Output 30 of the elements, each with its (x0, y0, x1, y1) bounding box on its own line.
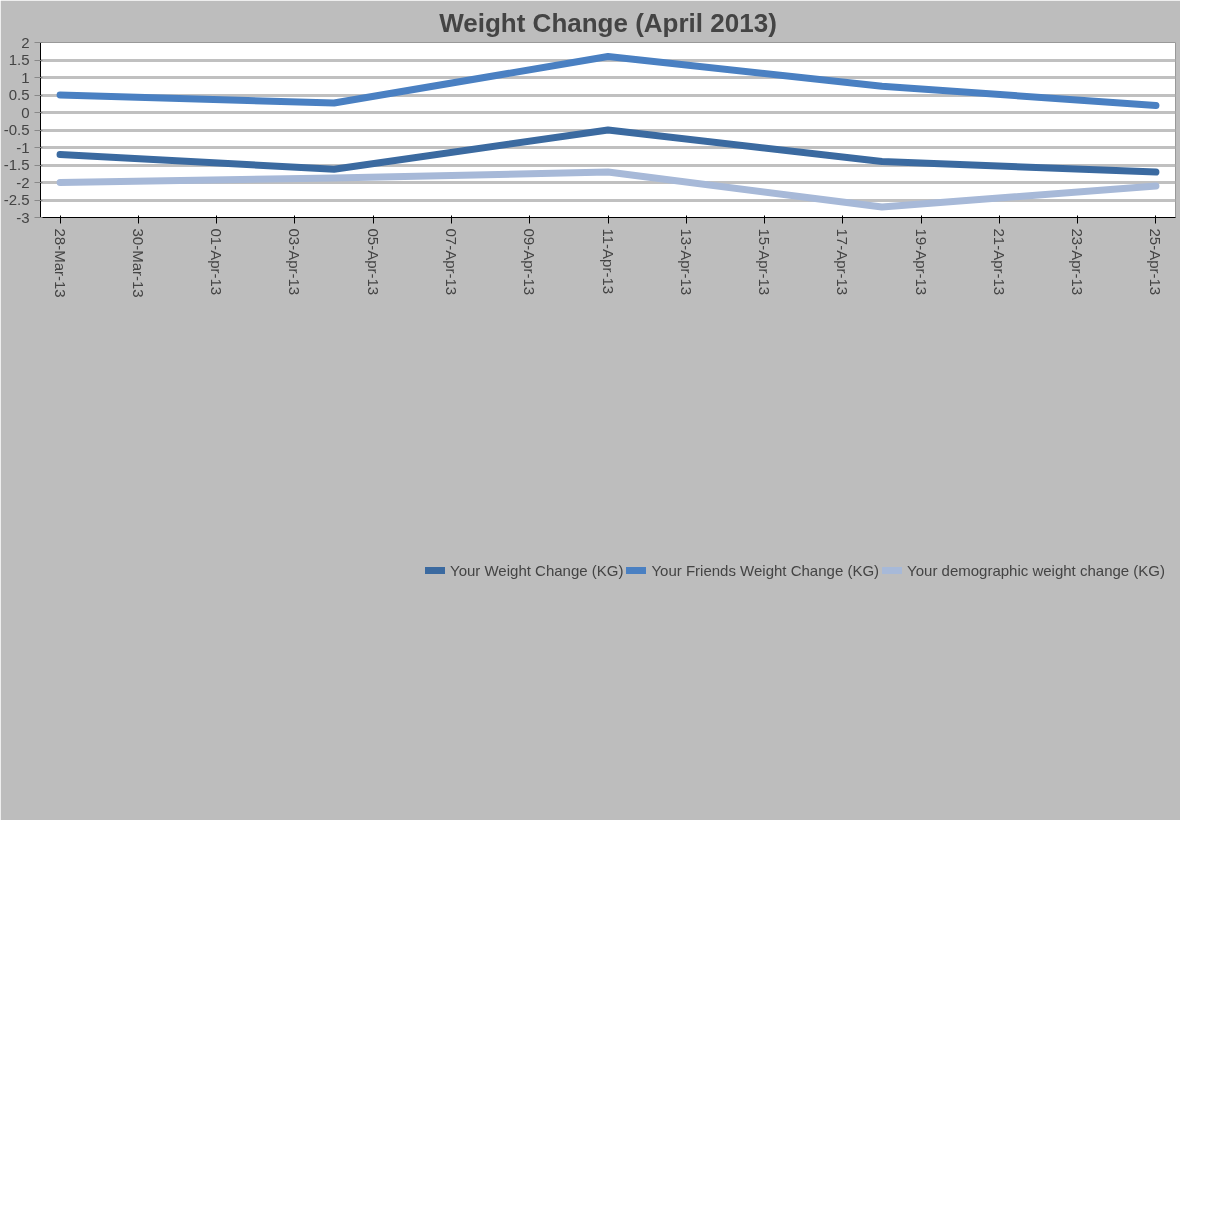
legend-label: Your Weight Change (KG) (450, 561, 624, 579)
y-tick-label: 1.5 (8, 51, 30, 68)
x-tick-label: 23-Apr-13 (1069, 228, 1087, 296)
y-tick-label: -2 (16, 173, 30, 191)
y-tick-label: -2.5 (3, 191, 30, 208)
x-tick-label: 25-Apr-13 (1147, 228, 1165, 296)
x-tick-label: 21-Apr-13 (990, 228, 1008, 296)
y-tick-label: 1 (21, 68, 30, 86)
x-tick-label: 11-Apr-13 (599, 228, 617, 295)
x-tick-label: 28-Mar-13 (51, 228, 69, 298)
y-tick-label: -1 (16, 138, 30, 156)
x-tick-label: 07-Apr-13 (442, 228, 460, 296)
y-tick-label: 2 (21, 33, 30, 51)
x-tick-label: 13-Apr-13 (677, 228, 695, 296)
y-tick-label: 0 (21, 103, 30, 121)
y-tick-label: -0.5 (3, 121, 30, 138)
legend-label: Your Friends Weight Change (KG) (651, 561, 880, 579)
x-tick-label: 30-Mar-13 (129, 228, 147, 298)
x-tick-label: 17-Apr-13 (834, 228, 852, 296)
y-tick-label: -1.5 (3, 156, 30, 173)
x-tick-label: 05-Apr-13 (364, 228, 382, 296)
x-tick-label: 19-Apr-13 (912, 228, 930, 296)
x-tick-label: 15-Apr-13 (756, 228, 774, 296)
x-tick-label: 03-Apr-13 (286, 228, 304, 296)
legend-label: Your demographic weight change (KG) (907, 561, 1165, 579)
y-tick-label: 0.5 (8, 86, 30, 103)
x-tick-label: 01-Apr-13 (208, 228, 226, 296)
chart-title: Weight Change (April 2013) (439, 7, 777, 38)
x-tick-label: 09-Apr-13 (521, 228, 539, 296)
y-tick-label: -3 (16, 208, 30, 226)
